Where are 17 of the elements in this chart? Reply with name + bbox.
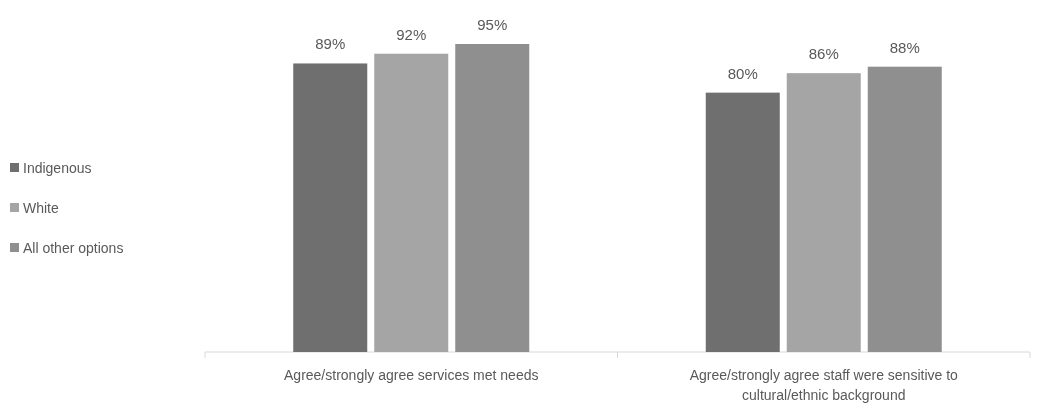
data-label: 80%: [727, 64, 758, 82]
data-label: 92%: [396, 25, 427, 43]
x-tick-label: Agree/strongly agree services met needs: [284, 367, 539, 383]
bar: [293, 63, 368, 352]
x-tick-label: Agree/strongly agree staff were sensitive to cultural/ethnic background: [689, 367, 959, 403]
data-label: 89%: [315, 35, 346, 53]
bar: [786, 73, 861, 352]
legend-label: All other options: [23, 240, 124, 256]
bar: [705, 92, 780, 352]
data-label: 86%: [808, 45, 839, 63]
data-label: 95%: [477, 16, 508, 33]
legend-label: Indigenous: [23, 160, 92, 176]
bar: [867, 66, 942, 352]
legend-label: White: [23, 200, 59, 216]
bar: [455, 44, 530, 352]
bar: [374, 53, 449, 352]
data-label: 88%: [889, 38, 920, 56]
